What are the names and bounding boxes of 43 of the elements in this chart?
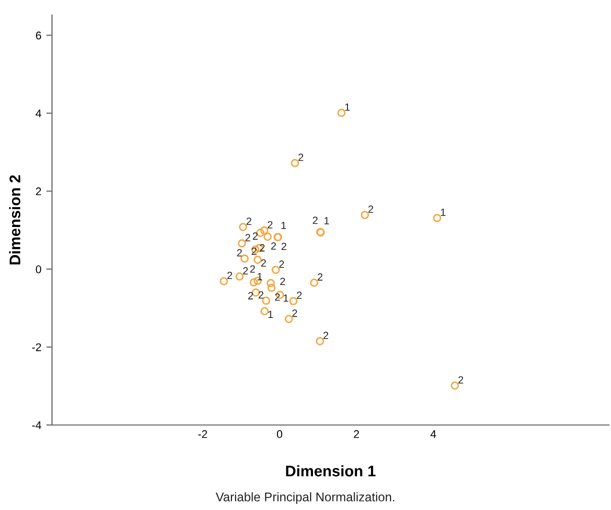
annotation: 2 xyxy=(243,267,248,274)
x-tick-label: 4 xyxy=(430,430,436,438)
y-tick-label: -4 xyxy=(32,421,42,430)
annotation: 2 xyxy=(292,310,298,317)
annotation: 1 xyxy=(281,222,286,229)
annotation: 2 xyxy=(318,273,322,281)
x-tick-label: 2 xyxy=(354,430,359,438)
y-tick-label: 0 xyxy=(36,265,42,274)
x-tick-label: 0 xyxy=(276,430,282,438)
annotation: 1 xyxy=(284,294,288,302)
y-tick-label: -2 xyxy=(32,343,42,352)
annotation: 2 xyxy=(271,242,276,250)
annotation: 2 xyxy=(312,216,318,224)
annotation: 2 xyxy=(323,332,328,340)
annotation: 2 xyxy=(246,218,252,225)
annotation: 2 xyxy=(252,232,258,240)
y-tick-label: 4 xyxy=(36,110,42,118)
annotation: 2 xyxy=(250,265,255,273)
annotation: 2 xyxy=(458,376,464,384)
annotation: 2 xyxy=(282,242,286,250)
annotation: 1 xyxy=(324,217,329,224)
annotation: 1 xyxy=(268,310,273,318)
annotation: 2 xyxy=(261,259,266,267)
annotation: 2 xyxy=(258,291,264,299)
annotation: 2 xyxy=(252,248,256,255)
annotation: 2 xyxy=(279,260,284,268)
x-axis-title: Dimension 1 xyxy=(286,465,376,476)
annotation: 2 xyxy=(368,206,374,213)
annotation: 1 xyxy=(440,208,446,216)
y-axis-title: Dimension 2 xyxy=(9,175,20,264)
annotation: 2 xyxy=(237,249,242,256)
text: Variable Principal Normalization. xyxy=(216,492,394,504)
annotation: 2 xyxy=(296,292,302,299)
annotation: 2 xyxy=(280,278,285,285)
annotation: 2 xyxy=(268,221,272,228)
annotation: 2 xyxy=(245,234,250,242)
annotation: 2 xyxy=(227,272,232,280)
annotation: 2 xyxy=(298,154,304,161)
annotation: 2 xyxy=(248,292,254,300)
x-tick-label: -2 xyxy=(198,430,208,438)
y-tick-label: 2 xyxy=(36,187,42,196)
y-tick-label: 6 xyxy=(36,32,42,40)
annotation: 1 xyxy=(345,103,350,111)
